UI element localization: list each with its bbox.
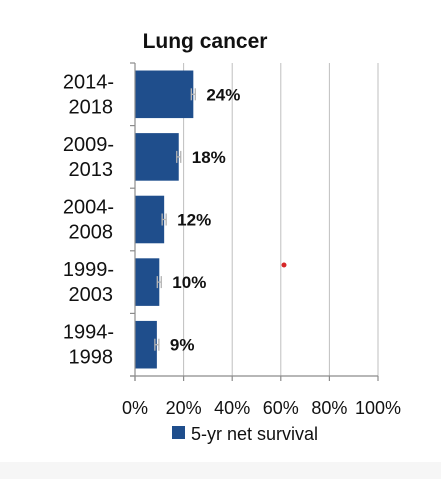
category-label: 2004-2008 (63, 197, 114, 244)
bar (135, 258, 160, 306)
gridlines (183, 63, 379, 376)
bar (135, 320, 157, 369)
page-footer-band (0, 462, 441, 479)
bar (135, 195, 165, 244)
data-label: 10% (172, 273, 206, 292)
x-tick-label: 40% (214, 398, 250, 418)
data-labels: 24% 18% 12% 10% 9% (170, 85, 240, 354)
error-bar (156, 276, 162, 289)
error-bar (154, 338, 160, 351)
bar (135, 133, 179, 181)
data-label: 9% (170, 336, 195, 355)
data-label: 24% (206, 85, 240, 104)
category-label: 2014-2018 (63, 71, 114, 118)
marker-dot (281, 262, 287, 268)
category-label: 2009-2013 (63, 134, 114, 181)
legend: 5-yr net survival (172, 424, 318, 444)
data-label: 18% (192, 148, 226, 167)
x-tick-labels: 0% 20% 40% 60% 80% 100% (122, 398, 401, 418)
bars (135, 70, 196, 369)
x-tick-label: 60% (263, 398, 299, 418)
category-label: 1994-1998 (63, 322, 114, 369)
error-bar (176, 150, 182, 163)
error-bar (190, 88, 196, 101)
x-tick-label: 20% (166, 398, 202, 418)
legend-label: 5-yr net survival (191, 424, 318, 444)
chart-title: Lung cancer (143, 30, 268, 53)
category-labels: 2014-2018 2009-2013 2004-2008 1999-2003 1994… (63, 71, 114, 368)
x-tick-label: 80% (311, 398, 347, 418)
data-label: 12% (177, 211, 211, 230)
legend-swatch (172, 426, 185, 439)
x-tick-label: 100% (355, 398, 401, 418)
category-label: 1999-2003 (63, 259, 114, 306)
x-tick-label: 0% (122, 398, 148, 418)
axes (130, 62, 379, 381)
bar (135, 70, 194, 119)
error-bar (161, 213, 167, 226)
